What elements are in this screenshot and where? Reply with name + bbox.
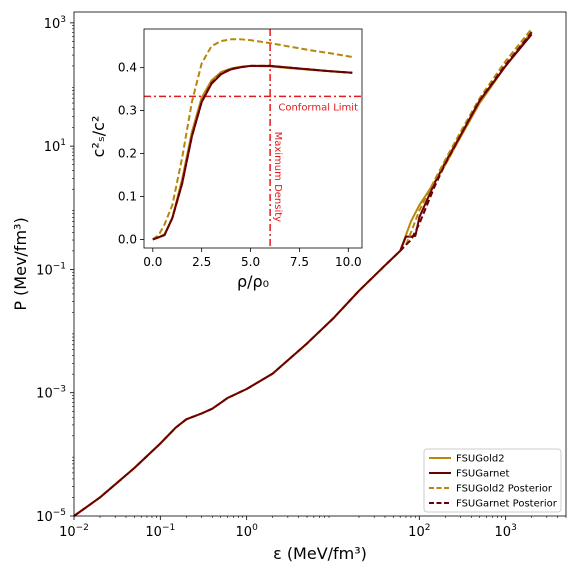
inset-background [144,29,362,248]
legend-box [423,448,562,513]
inset-y-tick-label: 0.4 [118,61,137,75]
main-series-line-3 [73,31,533,517]
legend: FSUGold2 FSUGarnet FSUGold2 Posterior FSUGa… [423,448,562,513]
main-y-axis-label: P (Mev/fm³) [11,217,30,310]
inset-x-tick-label: 0.0 [143,255,162,269]
inset-y-axis-label: c²ₛ/c² [89,116,108,158]
inset-y-tick-label: 0.3 [118,104,137,118]
inset-x-axis-label: ρ/ρ₀ [237,272,269,291]
maximum-density-label: Maximum Density [272,132,283,223]
inset-x-tick-label: 7.5 [290,255,309,269]
main-series-group [73,28,533,517]
main-plot-frame [73,11,567,517]
inset-plot-frame [143,28,363,249]
inset-y-tick-label: 0.1 [118,189,137,203]
main-x-axis-label: ε (MeV/fm³) [273,544,367,563]
inset-plot: Conformal Limit Maximum Density 0.0 2.5 5.0… [89,28,363,291]
inset-x-tick-label: 2.5 [192,255,211,269]
inset-series-line-2 [152,38,353,241]
inset-x-tick-label: 10.0 [335,255,362,269]
legend-entry-label: FSUGarnet Posterior [456,499,558,510]
inset-x-tick-label: 5.0 [241,255,260,269]
inset-y-ticks: 0.0 0.1 0.2 0.3 0.4 [118,61,144,246]
legend-entry-label: FSUGold2 Posterior [456,484,553,495]
legend-entry-label: FSUGarnet [456,469,510,480]
legend-entry-label: FSUGold2 [456,454,505,465]
inset-y-tick-label: 0.2 [118,147,137,161]
inset-series-group [152,38,353,241]
inset-series-line-3 [152,64,353,241]
inset-y-tick-label: 0.0 [118,232,137,246]
conformal-limit-label: Conformal Limit [278,102,358,113]
inset-x-ticks: 0.0 2.5 5.0 7.5 10.0 [143,248,362,269]
